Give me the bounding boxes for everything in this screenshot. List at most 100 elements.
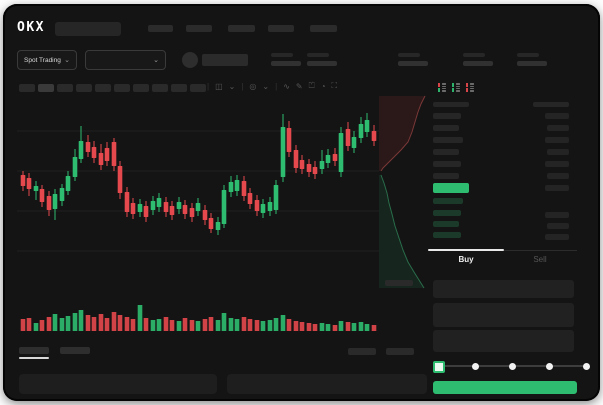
chart-candle	[182, 205, 188, 214]
volume-bar	[215, 320, 221, 331]
draw-tool-icon[interactable]: ✎	[295, 81, 303, 91]
volume-bar	[26, 318, 32, 331]
orderbook-header-left	[433, 102, 469, 107]
bid-row[interactable]	[433, 210, 461, 216]
nav-item[interactable]	[186, 25, 212, 32]
slider-step-dot[interactable]	[471, 363, 479, 370]
timeframe-button[interactable]	[114, 84, 130, 92]
ask-row-amount	[545, 161, 569, 167]
bottom-tab[interactable]	[19, 347, 49, 354]
chart-candle	[325, 155, 331, 163]
history-icon[interactable]: ◔	[320, 81, 326, 91]
buy-submit-button[interactable]	[433, 381, 577, 394]
volume-bar	[286, 319, 292, 331]
bid-row-amount	[545, 212, 569, 218]
volume-bar	[364, 324, 370, 331]
bid-row[interactable]	[433, 221, 459, 227]
tab-sell[interactable]: Sell	[533, 255, 547, 264]
nav-item[interactable]	[310, 25, 337, 32]
last-price-amount	[545, 185, 569, 191]
ask-row[interactable]	[433, 173, 459, 179]
volume-bar	[150, 320, 156, 331]
volume-bar	[358, 322, 364, 331]
pair-selector-dropdown[interactable]: ⌄	[85, 50, 166, 70]
book-both-icon[interactable]	[437, 82, 447, 93]
tab-buy[interactable]: Buy	[458, 255, 474, 264]
search-input[interactable]	[55, 22, 121, 36]
chart-candle	[338, 133, 344, 172]
timeframe-button[interactable]	[190, 84, 206, 92]
slider-handle[interactable]	[433, 361, 445, 373]
indicator-icon[interactable]: ◎	[249, 81, 257, 91]
volume-bar	[52, 314, 58, 331]
timeframe-button[interactable]	[95, 84, 111, 92]
timeframe-button[interactable]	[57, 84, 73, 92]
line-chart-icon[interactable]: ∿	[283, 81, 290, 91]
volume-bar	[182, 318, 188, 331]
slider-step-dot[interactable]	[582, 363, 590, 370]
book-asks-icon[interactable]	[465, 82, 475, 93]
ask-row[interactable]	[433, 125, 459, 131]
chart-candle	[208, 218, 214, 229]
amount-input[interactable]	[433, 303, 574, 327]
timeframe-button[interactable]	[19, 84, 35, 92]
bid-row[interactable]	[433, 198, 463, 204]
stat-label-placeholder	[307, 53, 329, 57]
slider-step-dot[interactable]	[508, 363, 516, 370]
ask-row[interactable]	[433, 113, 461, 119]
volume-bar	[104, 318, 110, 331]
bottom-tab-action[interactable]	[386, 348, 414, 355]
depth-footer-placeholder	[385, 280, 413, 286]
bottom-tab-action[interactable]	[348, 348, 376, 355]
volume-bar	[33, 323, 39, 331]
bottom-tab[interactable]	[60, 347, 90, 354]
chart-candle	[117, 166, 123, 193]
orderbook-header-right	[533, 102, 569, 107]
market-type-dropdown[interactable]: Spot Trading ⌄	[17, 50, 77, 70]
chart-candle	[364, 120, 370, 132]
volume-bar	[221, 313, 227, 331]
volume-bar	[176, 321, 182, 331]
timeframe-button[interactable]	[133, 84, 149, 92]
last-price-bar[interactable]	[433, 183, 469, 193]
timeframe-button[interactable]	[38, 84, 54, 92]
volume-bar	[189, 320, 195, 331]
ask-row[interactable]	[433, 161, 461, 167]
book-bids-icon[interactable]	[451, 82, 461, 93]
volume-bar	[143, 318, 149, 331]
volume-bar	[325, 324, 331, 331]
ask-row[interactable]	[433, 137, 463, 143]
screenshot-icon[interactable]: ⏍	[308, 81, 315, 90]
nav-item[interactable]	[228, 25, 255, 32]
depth-bids-area	[379, 175, 424, 288]
timeframe-button[interactable]	[152, 84, 168, 92]
chevron-down-icon[interactable]: ⌄	[228, 81, 236, 91]
okx-logo: OKX	[17, 20, 45, 35]
volume-bar	[59, 318, 65, 331]
volume-bar	[254, 320, 260, 331]
volume-bar	[111, 312, 117, 331]
volume-bar	[306, 323, 312, 331]
timeframe-button[interactable]	[171, 84, 187, 92]
nav-item[interactable]	[268, 25, 294, 32]
ask-row-amount	[547, 149, 569, 155]
buy-tab-indicator	[428, 249, 504, 251]
volume-bar	[234, 319, 240, 331]
chart-candle	[169, 206, 175, 215]
candlestick-chart[interactable]	[17, 96, 379, 336]
price-input[interactable]	[433, 280, 574, 298]
bid-row[interactable]	[433, 232, 461, 238]
volume-bar	[338, 321, 344, 331]
volume-bar	[247, 319, 253, 331]
timeframe-button[interactable]	[76, 84, 92, 92]
volume-bar	[299, 322, 305, 331]
volume-bar	[163, 317, 169, 331]
total-input[interactable]	[433, 330, 574, 352]
volume-bar	[280, 315, 286, 331]
candle-type-icon[interactable]: ◫	[215, 81, 223, 91]
chevron-down-icon[interactable]: ⌄	[262, 81, 270, 91]
ask-row[interactable]	[433, 149, 459, 155]
fullscreen-icon[interactable]: ⛶	[331, 81, 338, 90]
slider-step-dot[interactable]	[545, 363, 553, 370]
nav-item[interactable]	[148, 25, 173, 32]
